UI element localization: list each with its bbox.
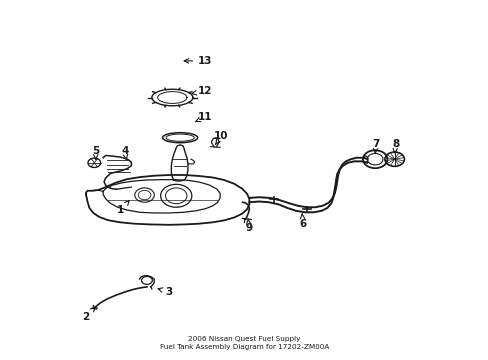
- Text: 9: 9: [245, 220, 252, 233]
- Text: 2006 Nissan Quest Fuel Supply
Fuel Tank Assembly Diagram for 17202-ZM00A: 2006 Nissan Quest Fuel Supply Fuel Tank …: [160, 336, 328, 350]
- Text: 8: 8: [391, 139, 399, 153]
- Text: 6: 6: [299, 213, 306, 229]
- Text: 2: 2: [82, 307, 95, 322]
- Text: 4: 4: [121, 146, 128, 159]
- Text: 12: 12: [192, 86, 212, 96]
- Text: 13: 13: [184, 56, 212, 66]
- Text: 7: 7: [372, 139, 379, 153]
- Text: 11: 11: [195, 112, 212, 122]
- Text: 3: 3: [158, 287, 172, 297]
- Text: 1: 1: [116, 201, 129, 216]
- Text: 10: 10: [213, 131, 228, 144]
- Text: 5: 5: [92, 146, 99, 159]
